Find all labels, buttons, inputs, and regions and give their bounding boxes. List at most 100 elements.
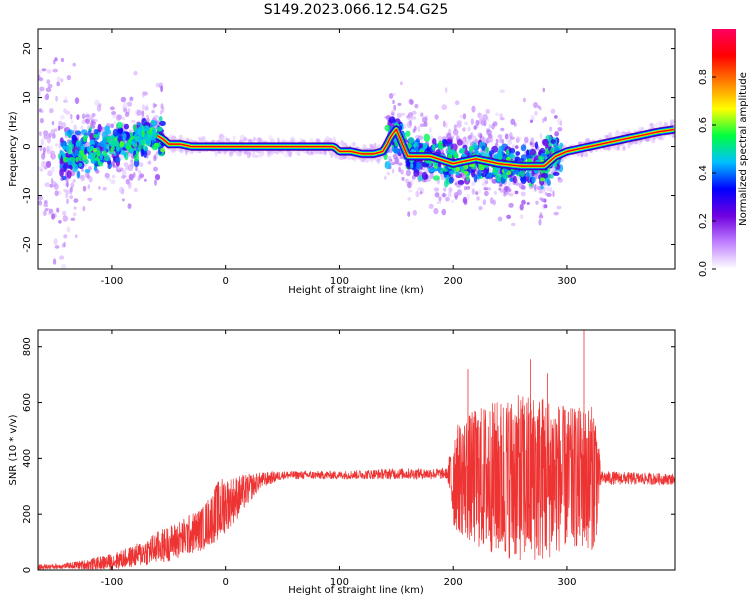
spectrogram-hot-blob bbox=[92, 148, 98, 153]
spectrogram-noise-point bbox=[60, 114, 65, 120]
spectrogram-noise-point bbox=[246, 151, 251, 159]
spectrogram-noise-point bbox=[87, 184, 91, 190]
spectrogram-noise-point bbox=[373, 142, 377, 150]
spectrogram-noise-point bbox=[488, 124, 491, 129]
spectrogram-band-blob bbox=[67, 141, 75, 151]
spectrogram-noise-point bbox=[554, 132, 559, 137]
spectrogram-ridge-edge-upper bbox=[157, 124, 674, 163]
spectrogram-frame bbox=[37, 28, 676, 270]
spectrogram-noise-point bbox=[121, 198, 125, 202]
spectrogram-noise-point bbox=[106, 177, 111, 181]
spectrogram-band-blob bbox=[66, 129, 74, 135]
spectrogram-x-tick-label: 300 bbox=[557, 276, 576, 287]
spectrogram-noise-point bbox=[470, 118, 474, 125]
spectrogram-noise-point bbox=[445, 87, 448, 94]
spectrogram-noise-point bbox=[441, 104, 448, 111]
spectrogram-noise-point bbox=[417, 187, 423, 191]
spectrogram-noise-point bbox=[39, 117, 45, 124]
spectrogram-noise-point bbox=[660, 137, 665, 141]
spectrogram-band-blob bbox=[408, 137, 415, 144]
spectrogram-x-tick-label: 100 bbox=[330, 276, 349, 287]
spectrogram-band-blob bbox=[84, 169, 91, 174]
spectrogram-hot-blob bbox=[474, 149, 478, 154]
spectrogram-noise-point bbox=[136, 109, 142, 116]
spectrogram-band-blob bbox=[116, 121, 123, 129]
spectrogram-noise-point bbox=[482, 114, 488, 121]
spectrogram-noise-point bbox=[73, 124, 78, 132]
spectrogram-noise-point bbox=[510, 118, 516, 126]
spectrogram-hot-blob bbox=[130, 141, 136, 146]
spectrogram-noise-point bbox=[519, 136, 522, 141]
spectrogram-noise-point bbox=[475, 119, 480, 126]
spectrogram-hot-blob bbox=[460, 168, 465, 173]
figure-title: S149.2023.066.12.54.G25 bbox=[264, 2, 449, 18]
spectrogram-noise-point bbox=[56, 207, 60, 213]
spectrogram-noise-point bbox=[121, 116, 126, 121]
spectrogram-noise-point bbox=[70, 120, 74, 124]
spectrogram-hot-blob bbox=[478, 164, 484, 171]
spectrogram-noise-point bbox=[142, 91, 145, 98]
spectrogram-hot-blob bbox=[468, 145, 474, 152]
spectrogram-band-blob bbox=[534, 141, 539, 150]
spectrogram-noise-point bbox=[54, 190, 59, 197]
spectrogram-noise-point bbox=[229, 149, 234, 155]
spectrogram-noise-point bbox=[74, 97, 80, 104]
spectrogram-noise-point bbox=[393, 104, 397, 111]
spectrogram-noise-point bbox=[400, 112, 406, 116]
snr-x-tick-label: 0 bbox=[223, 577, 229, 588]
spectrogram-band-blob bbox=[488, 150, 495, 155]
spectrogram-noise-point bbox=[539, 133, 543, 139]
spectrogram-hot-blob bbox=[498, 149, 503, 156]
spectrogram-band-blob bbox=[552, 171, 560, 176]
spectrogram-noise-point bbox=[433, 207, 439, 215]
spectrogram-noise-point bbox=[477, 112, 481, 118]
spectrogram-noise-point bbox=[419, 191, 423, 195]
spectrogram-noise-point bbox=[171, 135, 177, 142]
spectrogram-noise-point bbox=[464, 121, 469, 126]
spectrogram-noise-point bbox=[148, 160, 152, 165]
spectrogram-noise-point bbox=[133, 70, 138, 76]
spectrogram-noise-point bbox=[479, 133, 483, 139]
spectrogram-noise-point bbox=[396, 112, 402, 119]
spectrogram-band-blob bbox=[104, 129, 112, 135]
spectrogram-noise-point bbox=[59, 255, 65, 260]
spectrogram-noise-point bbox=[526, 202, 530, 205]
spectrogram-band-blob bbox=[520, 175, 527, 185]
spectrogram-hot-blob bbox=[65, 145, 70, 150]
spectrogram-band-blob bbox=[59, 163, 63, 170]
spectrogram-noise-point bbox=[48, 145, 53, 151]
spectrogram-noise-point bbox=[266, 152, 271, 158]
spectrogram-noise-point bbox=[483, 187, 489, 191]
spectrogram-noise-point bbox=[43, 200, 48, 205]
spectrogram-noise-point bbox=[414, 103, 419, 109]
spectrogram-noise-point bbox=[155, 82, 160, 88]
spectrogram-noise-point bbox=[66, 181, 69, 188]
spectrogram-noise-point bbox=[390, 161, 396, 166]
spectrogram-band-blob bbox=[542, 138, 549, 147]
spectrogram-hot-blob bbox=[463, 170, 469, 175]
spectrogram-noise-point bbox=[495, 112, 499, 117]
spectrogram-noise-point bbox=[260, 149, 265, 156]
spectrogram-band-blob bbox=[438, 140, 443, 149]
spectrogram-noise-point bbox=[66, 226, 71, 233]
spectrogram-band-blob bbox=[443, 173, 447, 178]
spectrogram-noise-point bbox=[116, 114, 121, 121]
spectrogram-hot-blob bbox=[449, 149, 456, 156]
spectrogram-hot-blob bbox=[109, 135, 115, 140]
spectrogram-noise-point bbox=[408, 98, 413, 105]
spectrogram-hot-blob bbox=[124, 142, 131, 147]
snr-y-tick-label: 0 bbox=[22, 567, 33, 573]
spectrogram-noise-point bbox=[296, 149, 301, 157]
spectrogram-band-blob bbox=[133, 154, 139, 162]
spectrogram-band-blob bbox=[531, 176, 536, 184]
spectrogram-noise-point bbox=[52, 68, 58, 73]
snr-x-ticks: -100 0 100 200 300 bbox=[101, 330, 576, 588]
spectrogram-hot-blob bbox=[143, 125, 150, 132]
spectrogram-noise-point bbox=[506, 214, 511, 219]
spectrogram-hot-blob bbox=[506, 148, 510, 156]
spectrogram-noise-point bbox=[616, 143, 620, 151]
spectrogram-noise-point bbox=[497, 134, 503, 139]
spectrogram-y-tick-label: -10 bbox=[22, 187, 33, 203]
spectrogram-noise-point bbox=[495, 138, 499, 144]
spectrogram-noise-point bbox=[341, 143, 345, 149]
